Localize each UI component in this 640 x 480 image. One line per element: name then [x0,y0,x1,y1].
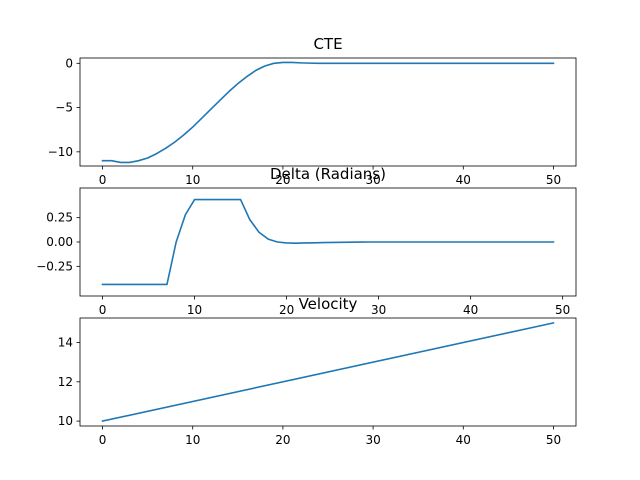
subplot-cte: 0 10 20 30 40 50 0 −5 −10 CTE [48,35,577,187]
x-tick-label-cte-5: 50 [546,173,561,187]
x-tick-label-velocity-2: 20 [275,433,290,447]
x-tick-label-cte-3: 30 [365,173,380,187]
subplot-delta: 0 10 20 30 40 50 0.25 0.00 −0.25 Delta (Radians) [36,165,577,317]
y-tick-label-velocity-1: 12 [58,375,73,389]
x-tick-label-delta-5: 50 [555,303,570,317]
x-tick-label-velocity-3: 30 [365,433,380,447]
x-tick-label-velocity-0: 0 [99,433,107,447]
x-tick-label-velocity-4: 40 [456,433,471,447]
subplot-velocity: 0 10 20 30 40 50 10 12 14 Velocity [58,295,577,447]
x-tick-label-delta-4: 40 [463,303,478,317]
y-tick-label-delta-2: −0.25 [36,259,73,273]
y-tick-label-velocity-2: 14 [58,336,73,350]
series-line-velocity-0 [101,321,555,423]
chart-title-velocity: Velocity [299,295,358,313]
x-tick-label-cte-2: 20 [275,173,290,187]
x-tick-label-cte-1: 10 [185,173,200,187]
axes-frame-cte [79,57,577,167]
axes-frame-velocity [79,317,577,427]
x-tick-label-delta-1: 10 [187,303,202,317]
y-tick-label-delta-0: 0.25 [46,211,73,225]
series-line-cte-0 [101,61,555,164]
x-tick-label-delta-0: 0 [99,303,107,317]
series-line-delta-0 [101,198,555,286]
x-tick-label-cte-4: 40 [456,173,471,187]
chart-title-delta: Delta (Radians) [270,165,386,183]
chart-title-cte: CTE [313,35,342,53]
y-tick-label-cte-2: −10 [48,145,73,159]
x-tick-label-velocity-5: 50 [546,433,561,447]
y-tick-label-velocity-0: 10 [58,414,73,428]
x-tick-label-cte-0: 0 [99,173,107,187]
x-tick-label-delta-2: 20 [279,303,294,317]
x-tick-label-velocity-1: 10 [185,433,200,447]
x-tick-label-delta-3: 30 [371,303,386,317]
y-tick-label-cte-0: 0 [65,56,73,70]
y-tick-label-delta-1: 0.00 [46,235,73,249]
y-tick-label-cte-1: −5 [55,101,73,115]
